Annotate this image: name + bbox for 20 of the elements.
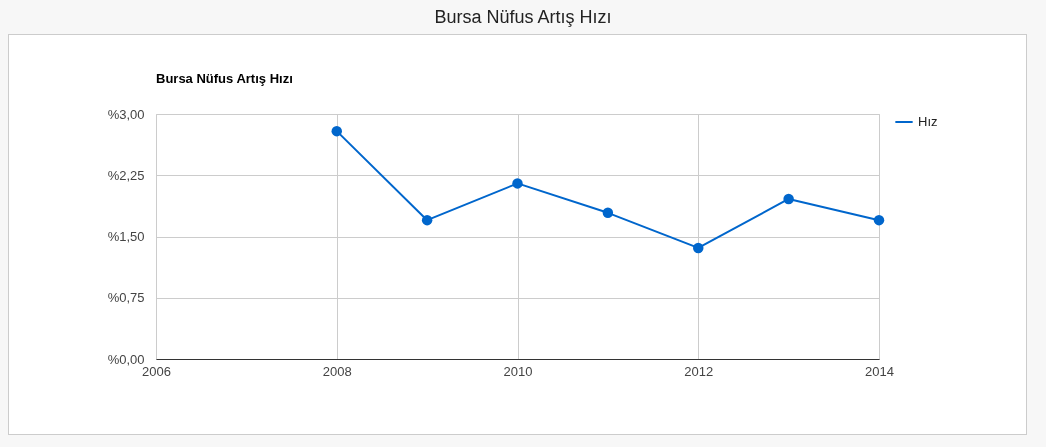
x-tick-label: 2014 [865,363,894,379]
x-tick-label: 2008 [322,363,352,379]
legend-label: Hız [918,114,938,129]
point [602,207,614,219]
point [512,178,523,189]
point [693,242,704,254]
chart-subtitle: Bursa Nüfus Artış Hızı [156,71,293,86]
point [421,214,433,226]
point [783,193,794,205]
point [873,214,885,226]
x-tick-label: 2006 [142,363,171,379]
y-tick-label: %1,50 [107,229,145,244]
y-tick-label: %0,00 [107,351,145,367]
y-tick-label: %2,25 [107,167,145,183]
chart-title: Bursa Nüfus Artış Hızı [433,6,613,29]
x-tick-label: 2012 [684,363,714,379]
y-tick-label: %3,00 [107,106,145,122]
y-tick-label: %0,75 [107,290,145,306]
point [331,125,342,137]
x-tick-label: 2010 [503,363,533,379]
